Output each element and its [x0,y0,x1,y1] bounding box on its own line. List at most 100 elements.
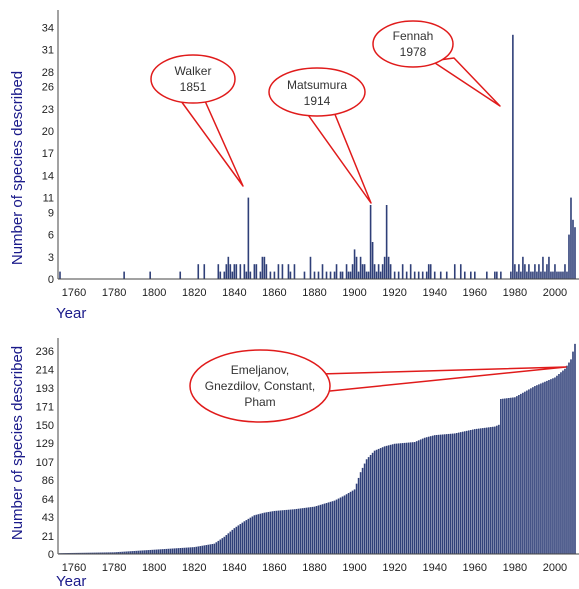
x-tick-label: 1900 [342,562,366,574]
bar [101,552,103,554]
bar [469,429,472,554]
y-tick-label: 14 [42,170,54,182]
bar [361,264,364,279]
bar [227,533,230,554]
bar [413,271,416,279]
y-tick-label: 214 [36,365,54,377]
bar [231,529,234,554]
bar [255,514,258,554]
bar [95,552,97,554]
bar [263,256,266,279]
bar [291,509,294,554]
bar [385,445,388,554]
bar [463,271,466,279]
bar [93,552,95,554]
bar [429,436,432,554]
y-tick-label: 6 [48,230,54,242]
bar [377,448,380,554]
bar [159,549,161,554]
x-tick-label: 1960 [463,562,487,574]
bar [570,197,572,279]
bar-series [59,343,576,554]
bar [309,507,312,554]
bar [558,271,560,279]
x-axis-label: Year [56,573,86,589]
bar [375,449,378,554]
bar [87,552,89,554]
bar [345,494,348,554]
bar [538,384,540,554]
bar [245,520,248,554]
bar [179,548,182,554]
bar [453,433,456,554]
bar [243,264,246,279]
bar [297,508,300,554]
bar [437,434,440,554]
bar [69,552,71,554]
bar [385,205,388,279]
bar [321,504,324,554]
bar [399,443,402,554]
callout-line: Walker [175,64,212,78]
bar [303,507,306,554]
bar [413,442,416,554]
bar [349,491,352,554]
bar [259,271,262,279]
bar [231,271,234,279]
bar [339,271,342,279]
bar [520,393,522,554]
bar [223,536,226,554]
bar [225,535,228,554]
bar [433,435,436,554]
bar [467,430,470,554]
callout-bubble [268,67,366,117]
bar [307,507,310,554]
bar [514,397,516,554]
bar [524,391,526,554]
bar [506,398,508,554]
x-tick-label: 1940 [422,562,446,574]
bar [271,511,274,554]
x-tick-label: 1840 [222,562,246,574]
y-tick-label: 171 [36,402,54,414]
bar [411,442,414,554]
bar [249,271,252,279]
bar [237,525,240,554]
bar [311,506,314,554]
bar [522,256,524,279]
x-tick-label: 1980 [503,562,527,574]
bar [151,549,153,554]
bar [227,256,230,279]
bar [544,381,546,554]
bar [459,432,462,554]
callout-line: Matsumura [287,78,347,92]
bar [421,438,424,554]
x-tick-label: 1780 [102,287,126,299]
bar [540,383,542,554]
bar [343,495,346,554]
bar [287,509,290,554]
y-tick-label: 236 [36,346,54,358]
bar [353,489,356,554]
bar [447,433,450,554]
bar [455,432,458,554]
x-tick-label: 1820 [182,287,206,299]
x-tick-labels: 1760 1780 1800 1820 1840 1860 1880 1900 1920 1940… [62,562,567,574]
bar [133,550,135,554]
y-tick-label: 11 [43,193,54,205]
bar [377,264,380,279]
bar [253,515,256,554]
bar [213,543,216,554]
bar [309,256,312,279]
bar [197,546,200,554]
bar [538,264,540,279]
bar [433,271,436,279]
bar [333,271,336,279]
bar [195,546,198,554]
x-tick-label: 1880 [302,287,326,299]
bar [540,271,542,279]
bar [401,443,404,554]
bar [141,550,143,554]
